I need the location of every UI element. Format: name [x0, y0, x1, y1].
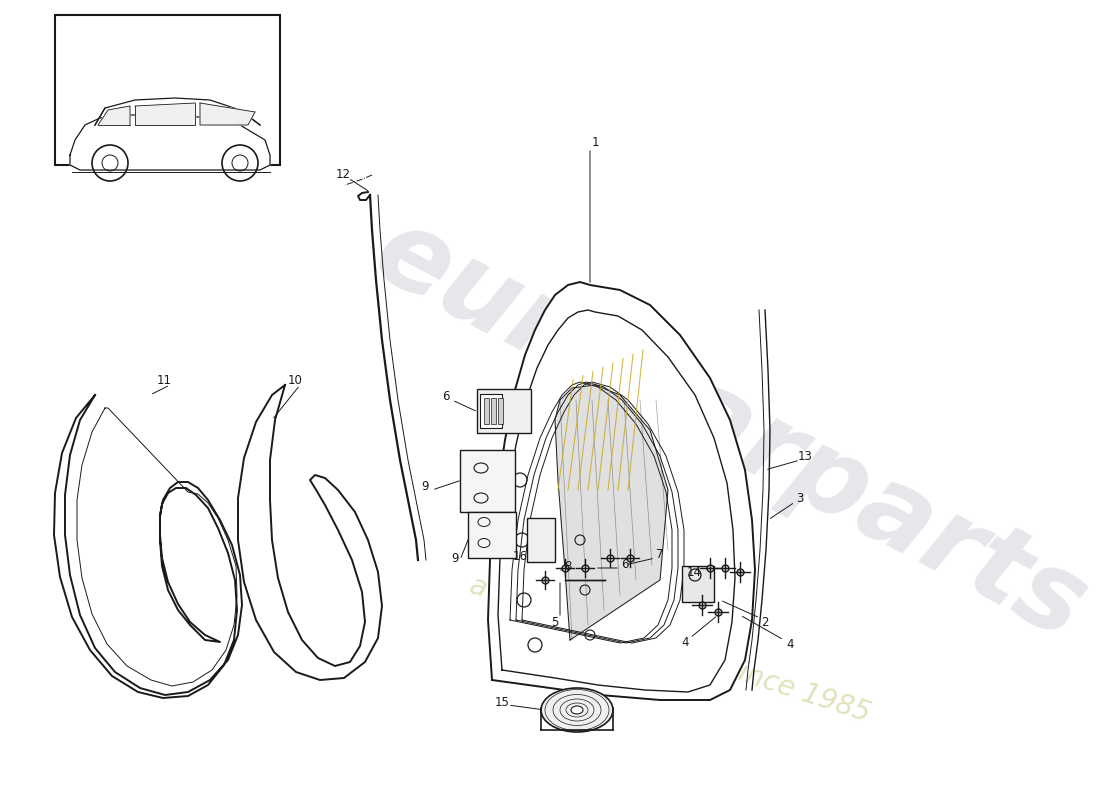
Bar: [527, 518, 556, 562]
Text: 8: 8: [564, 561, 572, 574]
FancyBboxPatch shape: [477, 389, 531, 433]
Ellipse shape: [541, 688, 613, 732]
Text: 7: 7: [657, 547, 663, 561]
Text: 12: 12: [336, 169, 351, 182]
Text: 11: 11: [156, 374, 172, 387]
Text: 2: 2: [761, 615, 769, 629]
Polygon shape: [488, 282, 755, 700]
Text: 13: 13: [798, 450, 813, 462]
Polygon shape: [98, 106, 130, 125]
Bar: [484, 398, 490, 424]
Text: 6: 6: [621, 558, 629, 571]
Polygon shape: [238, 385, 382, 680]
Bar: [498, 398, 503, 424]
Bar: [682, 566, 714, 602]
Polygon shape: [556, 385, 668, 640]
Polygon shape: [70, 115, 270, 170]
Bar: [55, 15, 280, 165]
Bar: [480, 394, 502, 428]
Text: 6: 6: [442, 390, 450, 402]
Polygon shape: [135, 103, 195, 125]
Text: 14: 14: [686, 566, 702, 579]
Text: 1: 1: [592, 137, 598, 150]
Text: 16: 16: [513, 550, 528, 562]
Text: 4: 4: [786, 638, 794, 650]
Text: 3: 3: [796, 491, 804, 505]
Polygon shape: [200, 103, 255, 125]
Text: 9: 9: [451, 551, 459, 565]
Bar: [491, 398, 496, 424]
Text: 5: 5: [551, 615, 559, 629]
Text: 15: 15: [495, 697, 509, 710]
Text: a passion for parts since 1985: a passion for parts since 1985: [466, 572, 873, 728]
Text: eurocarparts: eurocarparts: [356, 198, 1100, 662]
Ellipse shape: [571, 706, 583, 714]
Bar: [460, 450, 515, 512]
Text: 4: 4: [681, 635, 689, 649]
Text: 9: 9: [421, 479, 429, 493]
Polygon shape: [54, 395, 242, 698]
Bar: [468, 512, 516, 558]
Text: 10: 10: [287, 374, 303, 387]
